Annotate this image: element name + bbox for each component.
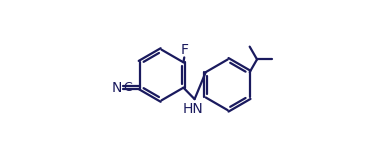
Text: HN: HN: [183, 102, 203, 116]
Text: F: F: [181, 43, 189, 57]
Text: C: C: [124, 81, 132, 94]
Text: N: N: [112, 81, 122, 95]
